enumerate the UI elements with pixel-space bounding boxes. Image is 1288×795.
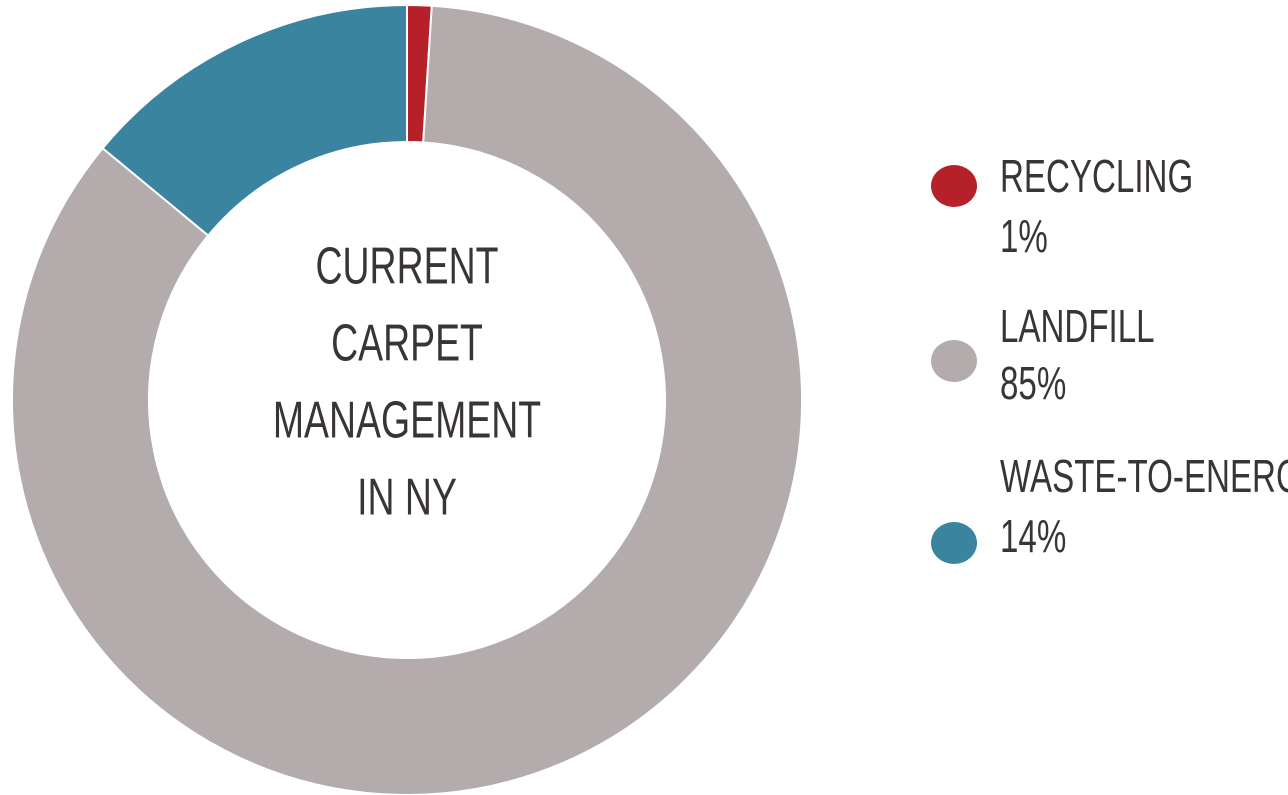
slice bbox=[11, 4, 803, 795]
legend-value: 1% bbox=[1000, 212, 1048, 262]
legend-swatch bbox=[931, 165, 977, 207]
legend: RECYCLING 1% LANDFILL 85% WASTE-TO-ENERGY 14% bbox=[931, 152, 1288, 564]
legend-value: 14% bbox=[1000, 512, 1066, 562]
legend-label: WASTE-TO-ENERGY bbox=[1000, 452, 1288, 502]
legend-label: LANDFILL bbox=[1000, 302, 1155, 352]
legend-swatch bbox=[931, 340, 977, 382]
title-line: CURRENT bbox=[316, 237, 499, 296]
legend-swatch bbox=[931, 522, 977, 564]
legend-value: 85% bbox=[1000, 359, 1066, 409]
title-line: MANAGEMENT bbox=[273, 391, 541, 450]
center-title: CURRENT CARPET MANAGEMENT IN NY bbox=[273, 237, 541, 527]
title-line: CARPET bbox=[331, 314, 483, 373]
slice bbox=[101, 3, 408, 237]
legend-label: RECYCLING bbox=[1000, 152, 1193, 202]
title-line: IN NY bbox=[357, 468, 457, 527]
donut bbox=[11, 3, 803, 795]
